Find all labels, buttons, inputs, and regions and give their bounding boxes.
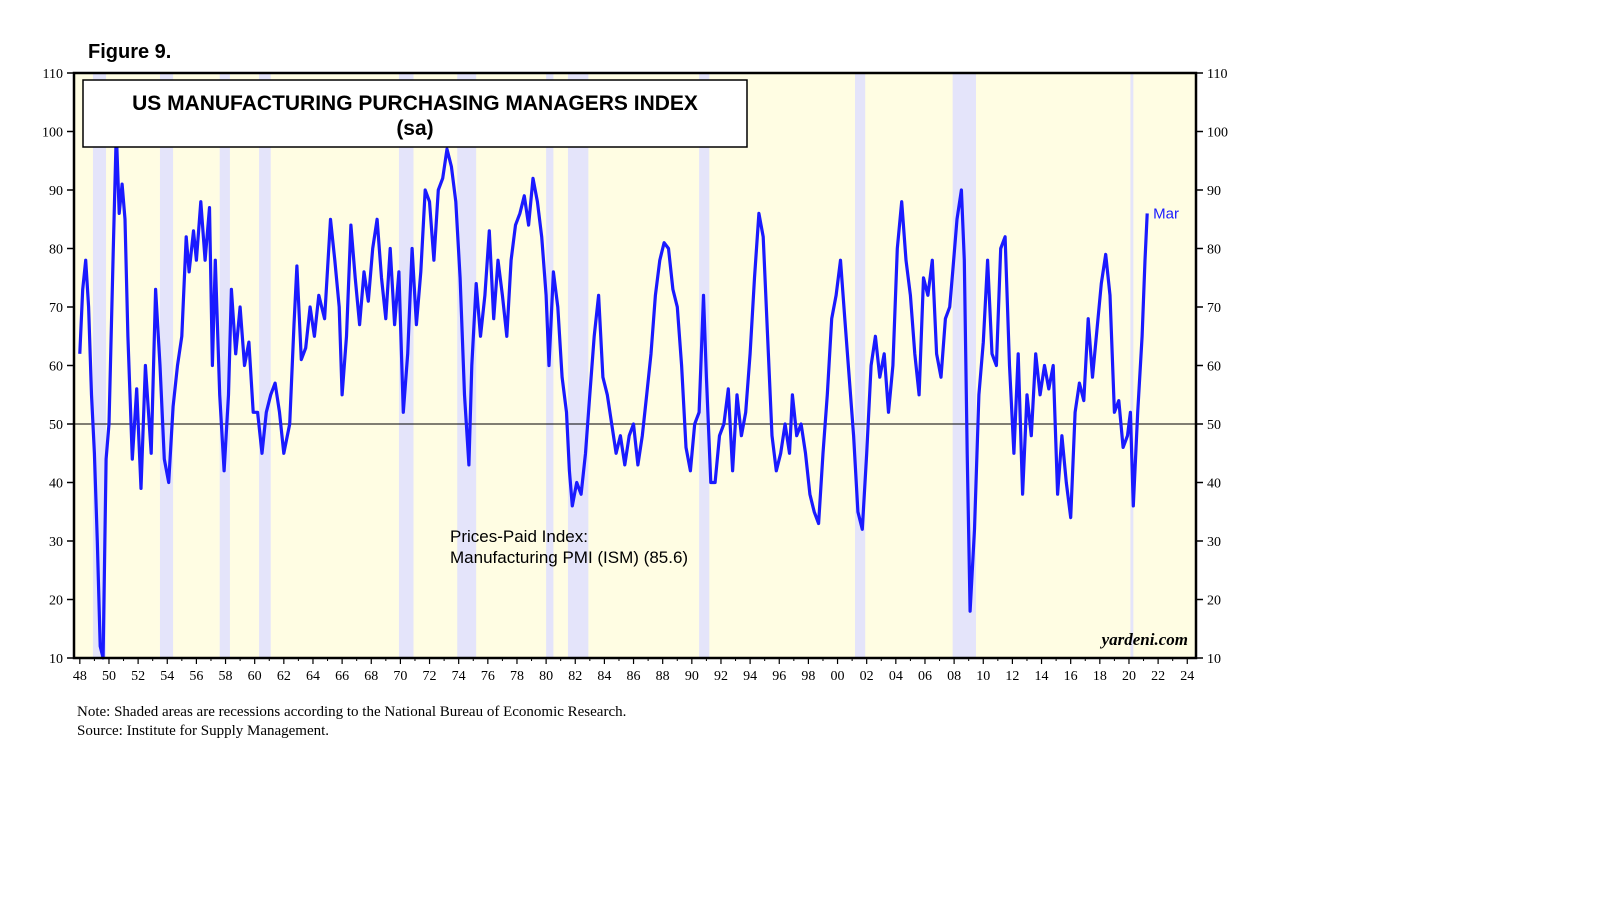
x-tick-label-18: 18 [1093,669,1107,684]
last-point-label: Mar [1153,205,1179,222]
recession-band-12 [1130,73,1134,658]
x-tick-label-48: 48 [73,669,87,684]
x-tick-label-72: 72 [423,669,437,684]
recession-band-8 [567,73,589,658]
recession-band-2 [159,73,174,658]
y-tick-label-left-40: 40 [49,477,63,492]
x-tick-label-86: 86 [627,669,641,684]
y-tick-label-right-60: 60 [1207,360,1221,375]
x-tick-label-24: 24 [1180,669,1194,684]
y-tick-label-right-100: 100 [1207,126,1228,141]
x-tick-label-94: 94 [743,669,757,684]
x-tick-label-62: 62 [277,669,291,684]
y-tick-label-right-40: 40 [1207,477,1221,492]
x-tick-label-70: 70 [393,669,407,684]
x-tick-label-96: 96 [772,669,786,684]
y-tick-label-left-90: 90 [49,184,63,199]
x-tick-label-92: 92 [714,669,728,684]
x-tick-label-54: 54 [160,669,174,684]
recession-band-10 [855,73,866,658]
x-tick-label-74: 74 [452,669,466,684]
x-tick-label-80: 80 [539,669,553,684]
x-tick-label-88: 88 [656,669,670,684]
recession-band-3 [219,73,230,658]
y-tick-label-right-50: 50 [1207,418,1221,433]
y-tick-label-left-50: 50 [49,418,63,433]
y-axis-ticks: 10 10 20 20 30 30 40 40 50 50 60 60 70 70 80 80 90 90 100 1… [42,67,1228,667]
x-tick-label-60: 60 [248,669,262,684]
y-tick-label-right-90: 90 [1207,184,1221,199]
x-tick-label-82: 82 [568,669,582,684]
x-tick-label-06: 06 [918,669,932,684]
y-tick-label-left-110: 110 [43,67,63,82]
x-tick-label-02: 02 [860,669,874,684]
x-tick-label-98: 98 [801,669,815,684]
y-tick-label-right-20: 20 [1207,594,1221,609]
x-tick-label-12: 12 [1005,669,1019,684]
chart-title: US MANUFACTURING PURCHASING MANAGERS IND… [132,92,698,115]
chart-subtitle: (sa) [396,117,433,140]
x-tick-label-64: 64 [306,669,320,684]
y-tick-label-right-110: 110 [1207,67,1227,82]
title-box [82,79,748,148]
y-tick-label-left-80: 80 [49,243,63,258]
x-tick-label-84: 84 [597,669,611,684]
x-tick-label-22: 22 [1151,669,1165,684]
figure-label: Figure 9. [88,41,171,63]
plot-frame [72,71,1198,660]
credit-label: yardeni.com [1100,630,1188,649]
source-text: Source: Institute for Supply Management. [77,723,329,739]
x-tick-label-56: 56 [189,669,203,684]
y-tick-label-left-30: 30 [49,535,63,550]
y-tick-label-left-70: 70 [49,301,63,316]
y-tick-label-right-80: 80 [1207,243,1221,258]
x-tick-label-20: 20 [1122,669,1136,684]
x-tick-label-16: 16 [1064,669,1078,684]
x-tick-label-08: 08 [947,669,961,684]
y-tick-label-right-70: 70 [1207,301,1221,316]
note-text: Note: Shaded areas are recessions accord… [77,704,626,720]
x-tick-label-78: 78 [510,669,524,684]
x-tick-label-68: 68 [364,669,378,684]
recession-band-9 [699,73,710,658]
x-tick-label-58: 58 [219,669,233,684]
x-axis-ticks: 48 50 52 54 56 58 60 62 64 66 68 70 72 74 76 78 80 82 84 86… [73,658,1194,684]
y-tick-label-right-30: 30 [1207,535,1221,550]
x-tick-label-50: 50 [102,669,116,684]
y-tick-label-left-100: 100 [42,126,63,141]
x-tick-label-52: 52 [131,669,145,684]
x-tick-label-04: 04 [889,669,903,684]
recession-band-4 [259,73,271,658]
series-annotation-line2: Manufacturing PMI (ISM) (85.6) [450,548,688,567]
y-tick-label-left-10: 10 [49,652,63,667]
y-tick-label-right-10: 10 [1207,652,1221,667]
y-tick-label-left-20: 20 [49,594,63,609]
x-tick-label-66: 66 [335,669,349,684]
plot-background [74,73,1196,658]
x-tick-label-00: 00 [831,669,845,684]
y-tick-label-left-60: 60 [49,360,63,375]
series-annotation-line1: Prices-Paid Index: [450,527,588,546]
x-tick-label-14: 14 [1035,669,1049,684]
x-tick-label-10: 10 [976,669,990,684]
x-tick-label-76: 76 [481,669,495,684]
series-line-prices-paid [78,129,1149,660]
recession-band-6 [457,73,477,658]
x-tick-label-90: 90 [685,669,699,684]
